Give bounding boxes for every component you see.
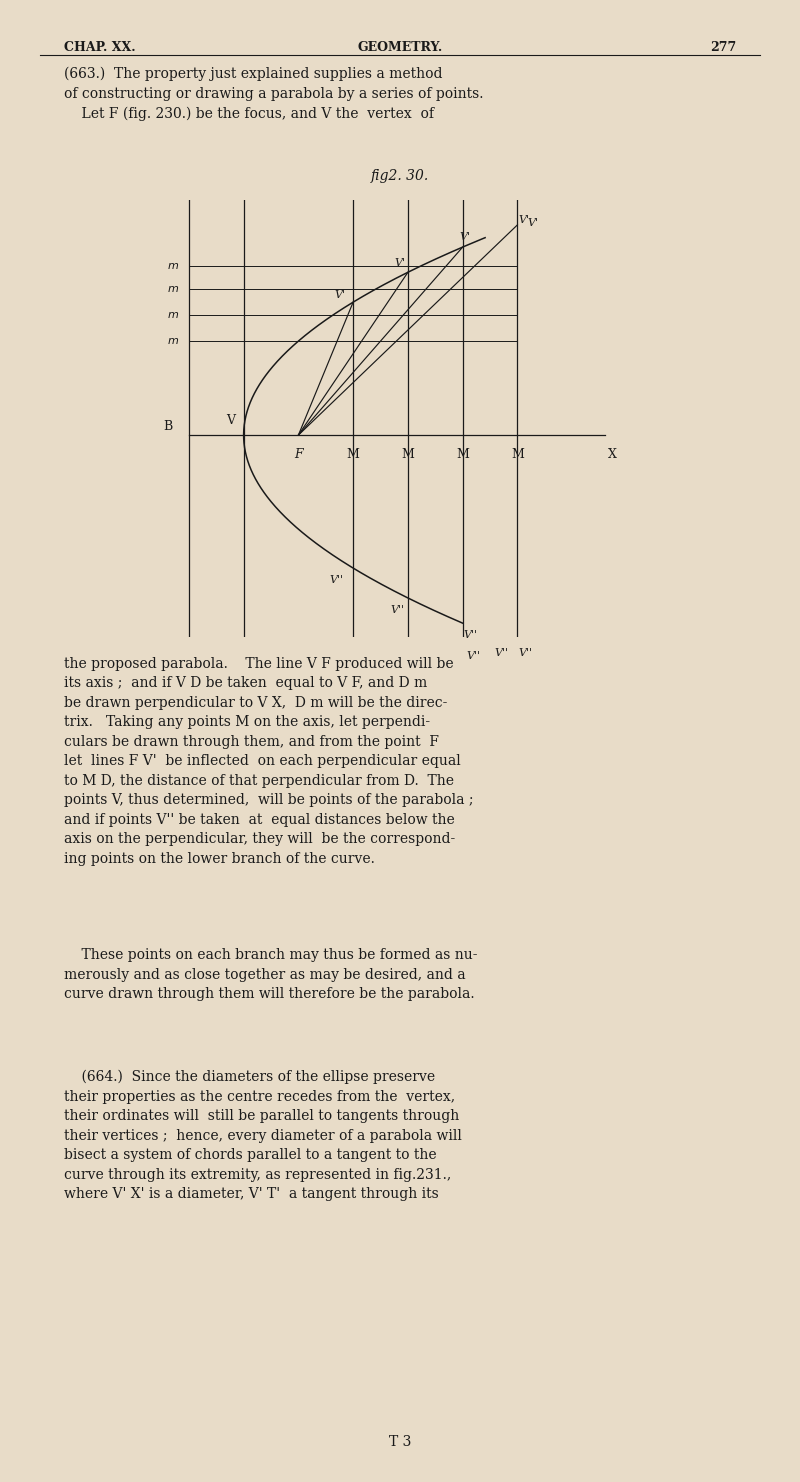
Text: M: M	[346, 448, 359, 461]
Text: $m$: $m$	[167, 285, 179, 295]
Text: M: M	[511, 448, 524, 461]
Text: $m$: $m$	[167, 261, 179, 271]
Text: CHAP. XX.: CHAP. XX.	[64, 41, 136, 55]
Text: B: B	[163, 419, 173, 433]
Text: GEOMETRY.: GEOMETRY.	[358, 41, 442, 55]
Text: M: M	[456, 448, 469, 461]
Text: V'': V''	[330, 575, 344, 585]
Text: F: F	[294, 448, 302, 461]
Text: (663.)  The property just explained supplies a method
of constructing or drawing: (663.) The property just explained suppl…	[64, 67, 483, 120]
Text: V'': V''	[494, 648, 508, 658]
Text: fig2. 30.: fig2. 30.	[371, 169, 429, 182]
Text: $m$: $m$	[167, 310, 179, 320]
Text: V: V	[226, 413, 235, 427]
Text: V'': V''	[518, 648, 533, 658]
Text: V': V'	[460, 233, 471, 243]
Text: V': V'	[518, 215, 530, 225]
Text: X: X	[608, 448, 617, 461]
Text: V'': V''	[390, 605, 404, 615]
Text: V': V'	[394, 258, 405, 268]
Text: V': V'	[334, 290, 345, 299]
Text: V'': V''	[466, 652, 481, 661]
Text: (664.)  Since the diameters of the ellipse preserve
their properties as the cent: (664.) Since the diameters of the ellips…	[64, 1070, 462, 1202]
Text: M: M	[402, 448, 414, 461]
Text: $m$: $m$	[167, 336, 179, 347]
Text: the proposed parabola.    The line V F produced will be
its axis ;  and if V D b: the proposed parabola. The line V F prod…	[64, 657, 474, 865]
Text: 277: 277	[710, 41, 736, 55]
Text: These points on each branch may thus be formed as nu-
merously and as close toge: These points on each branch may thus be …	[64, 948, 478, 1002]
Text: V'': V''	[464, 630, 478, 640]
Text: T 3: T 3	[389, 1436, 411, 1449]
Text: V': V'	[527, 218, 538, 228]
